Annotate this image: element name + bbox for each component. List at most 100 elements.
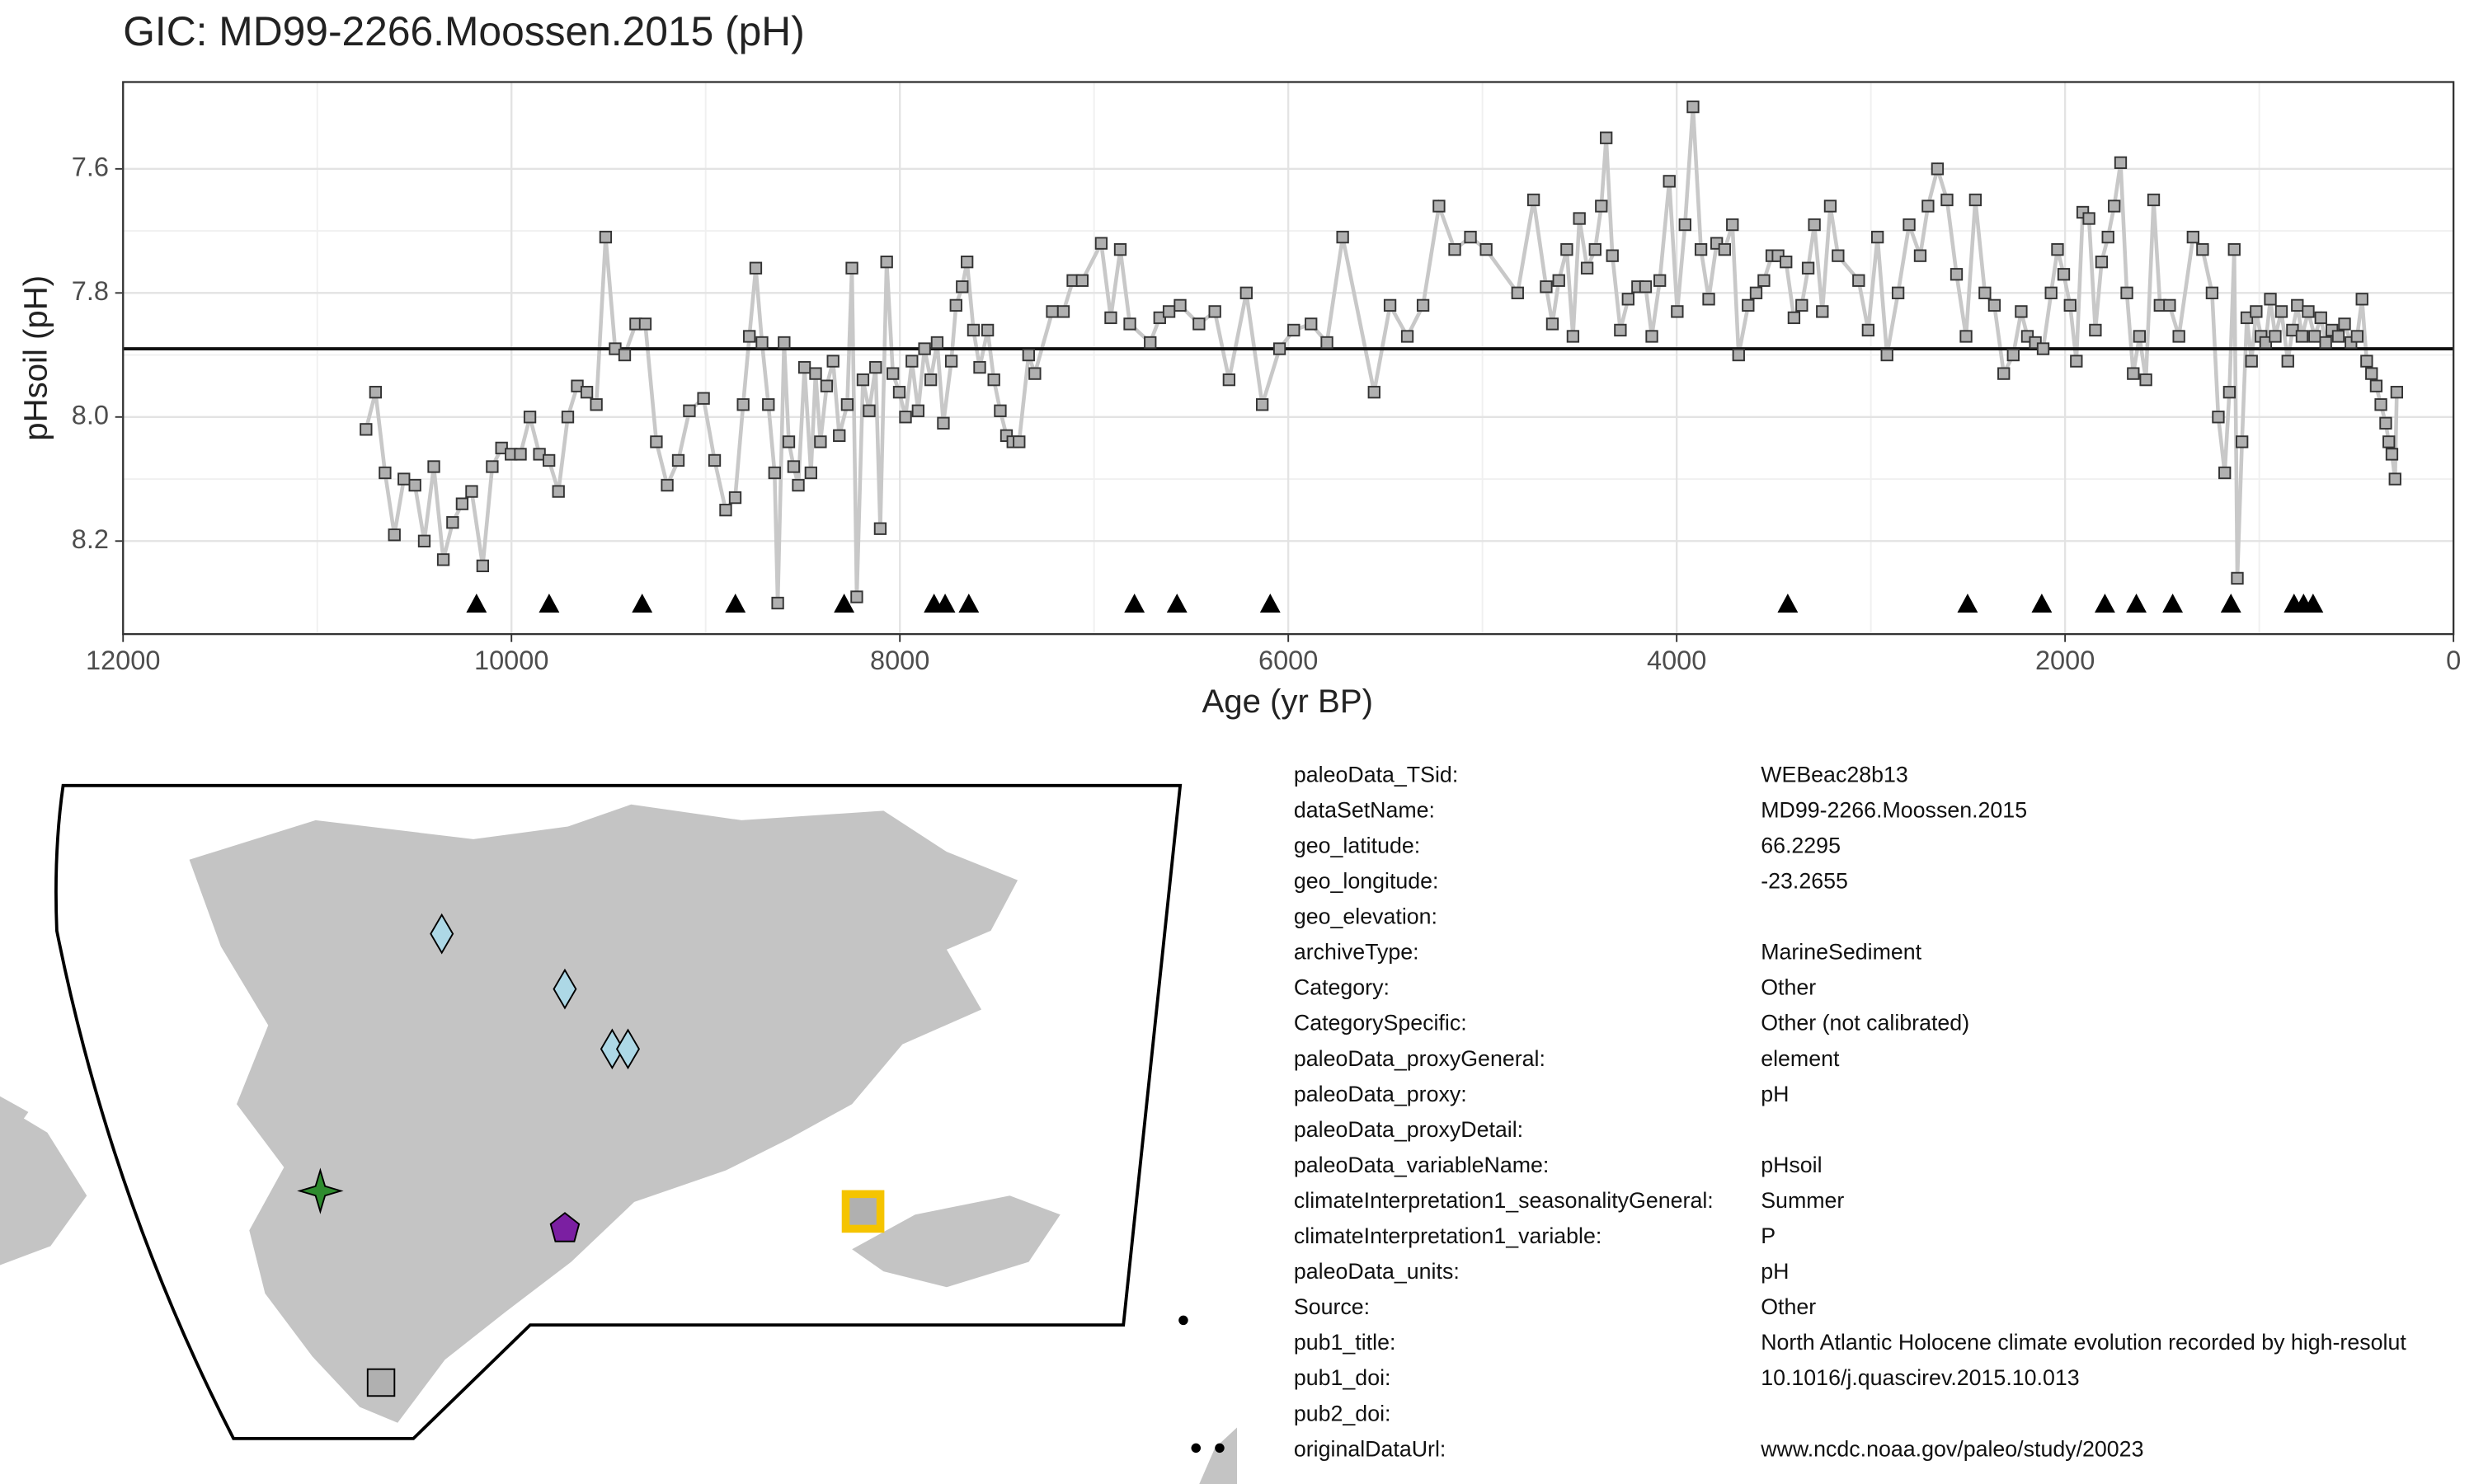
data-point — [1566, 330, 1580, 343]
data-point — [2133, 330, 2146, 343]
meta-value: Summer — [1761, 1188, 1844, 1213]
meta-value: WEBeac28b13 — [1761, 762, 1908, 787]
data-point — [736, 398, 750, 411]
data-point — [1545, 317, 1559, 331]
data-point — [1511, 286, 1524, 299]
data-point — [994, 404, 1007, 417]
data-point — [1022, 348, 1035, 362]
x-tick-label: 4000 — [1647, 646, 1706, 675]
data-point — [1978, 286, 1992, 299]
meta-key: paleoData_proxyDetail: — [1294, 1117, 1523, 1142]
chron-marker — [1124, 594, 1145, 613]
site-marker — [553, 968, 577, 1010]
data-point — [1861, 323, 1875, 337]
data-point — [2291, 298, 2304, 312]
data-point — [2222, 386, 2236, 399]
data-point — [1968, 193, 1982, 207]
data-point — [1832, 249, 1845, 262]
data-point — [618, 348, 632, 362]
data-point — [833, 429, 846, 443]
data-point — [446, 516, 459, 529]
data-point — [1320, 336, 1333, 350]
data-point — [809, 367, 822, 380]
data-point — [1645, 330, 1658, 343]
data-point — [417, 534, 431, 547]
data-point — [1094, 237, 1108, 250]
data-point — [1801, 261, 1815, 275]
data-point — [2127, 367, 2140, 380]
meta-key: paleoData_variableName: — [1294, 1153, 1549, 1177]
data-point — [1795, 298, 1808, 312]
data-point — [1552, 274, 1565, 287]
land — [1199, 1427, 1237, 1484]
data-point — [845, 261, 858, 275]
data-point — [1174, 298, 1187, 312]
data-point — [2250, 305, 2263, 318]
data-point — [1595, 200, 1608, 213]
meta-value: P — [1761, 1223, 1776, 1248]
data-point — [856, 373, 870, 387]
chron-marker — [2302, 594, 2324, 613]
data-point — [2390, 386, 2404, 399]
data-point — [973, 360, 986, 374]
dot — [1215, 1443, 1225, 1453]
meta-key: archiveType: — [1294, 940, 1419, 965]
y-tick-label: 7.8 — [72, 276, 109, 306]
data-point — [1702, 293, 1715, 306]
meta-value: www.ncdc.noaa.gov/paleo/study/20023 — [1760, 1436, 2143, 1461]
data-point — [771, 596, 784, 610]
data-point — [661, 478, 674, 492]
data-point — [1921, 200, 1935, 213]
data-point — [820, 379, 834, 392]
data-point — [1871, 230, 1884, 244]
iceland — [852, 1195, 1061, 1288]
data-point — [719, 503, 732, 517]
data-point — [590, 398, 603, 411]
map-frame — [54, 783, 1183, 1440]
plot-border — [122, 81, 2455, 636]
data-point — [1056, 305, 1070, 318]
site-marker — [366, 1368, 396, 1397]
y-tick-label: 8.0 — [72, 400, 109, 430]
data-point — [1726, 218, 1739, 232]
data-point — [863, 404, 876, 417]
data-point — [1732, 348, 1745, 362]
plot-area: 7.6 7.8 8.0 8.2 12000 10000 8000 6000 4000 2000 0 — [72, 81, 2461, 675]
data-point — [804, 466, 817, 480]
meta-key: paleoData_proxy: — [1294, 1082, 1467, 1106]
data-point — [514, 448, 527, 461]
data-point — [388, 528, 401, 542]
chron-marker — [934, 594, 956, 613]
data-point — [1208, 305, 1221, 318]
data-point — [1144, 336, 1157, 350]
data-point — [2114, 156, 2128, 169]
meta-value: North Atlantic Holocene climate evolutio… — [1761, 1330, 2406, 1355]
data-point — [749, 261, 763, 275]
data-point — [2089, 323, 2102, 337]
data-point — [826, 355, 840, 368]
data-point — [2382, 435, 2396, 448]
data-point — [2063, 298, 2077, 312]
data-point — [743, 330, 756, 343]
data-point — [899, 411, 912, 424]
data-point — [1400, 330, 1414, 343]
meta-value: pH — [1761, 1082, 1789, 1106]
data-point — [792, 478, 805, 492]
x-axis-label: Age (yr BP) — [1202, 683, 1373, 720]
data-point — [2295, 330, 2309, 343]
data-point — [1046, 305, 1059, 318]
data-point — [683, 404, 696, 417]
selected-site — [841, 1190, 885, 1233]
data-point — [967, 323, 981, 337]
data-point — [1540, 280, 1553, 294]
meta-key: paleoData_TSid: — [1294, 762, 1458, 787]
data-point — [2095, 256, 2109, 269]
x-tick-label: 2000 — [2035, 646, 2095, 675]
y-axis-label: pHsoil (pH) — [17, 275, 54, 441]
data-point — [1997, 367, 2011, 380]
data-point — [476, 559, 490, 573]
data-point — [408, 478, 421, 492]
meta-key: paleoData_proxyGeneral: — [1294, 1046, 1545, 1071]
data-point — [2236, 435, 2249, 448]
greenland — [189, 804, 1018, 1423]
